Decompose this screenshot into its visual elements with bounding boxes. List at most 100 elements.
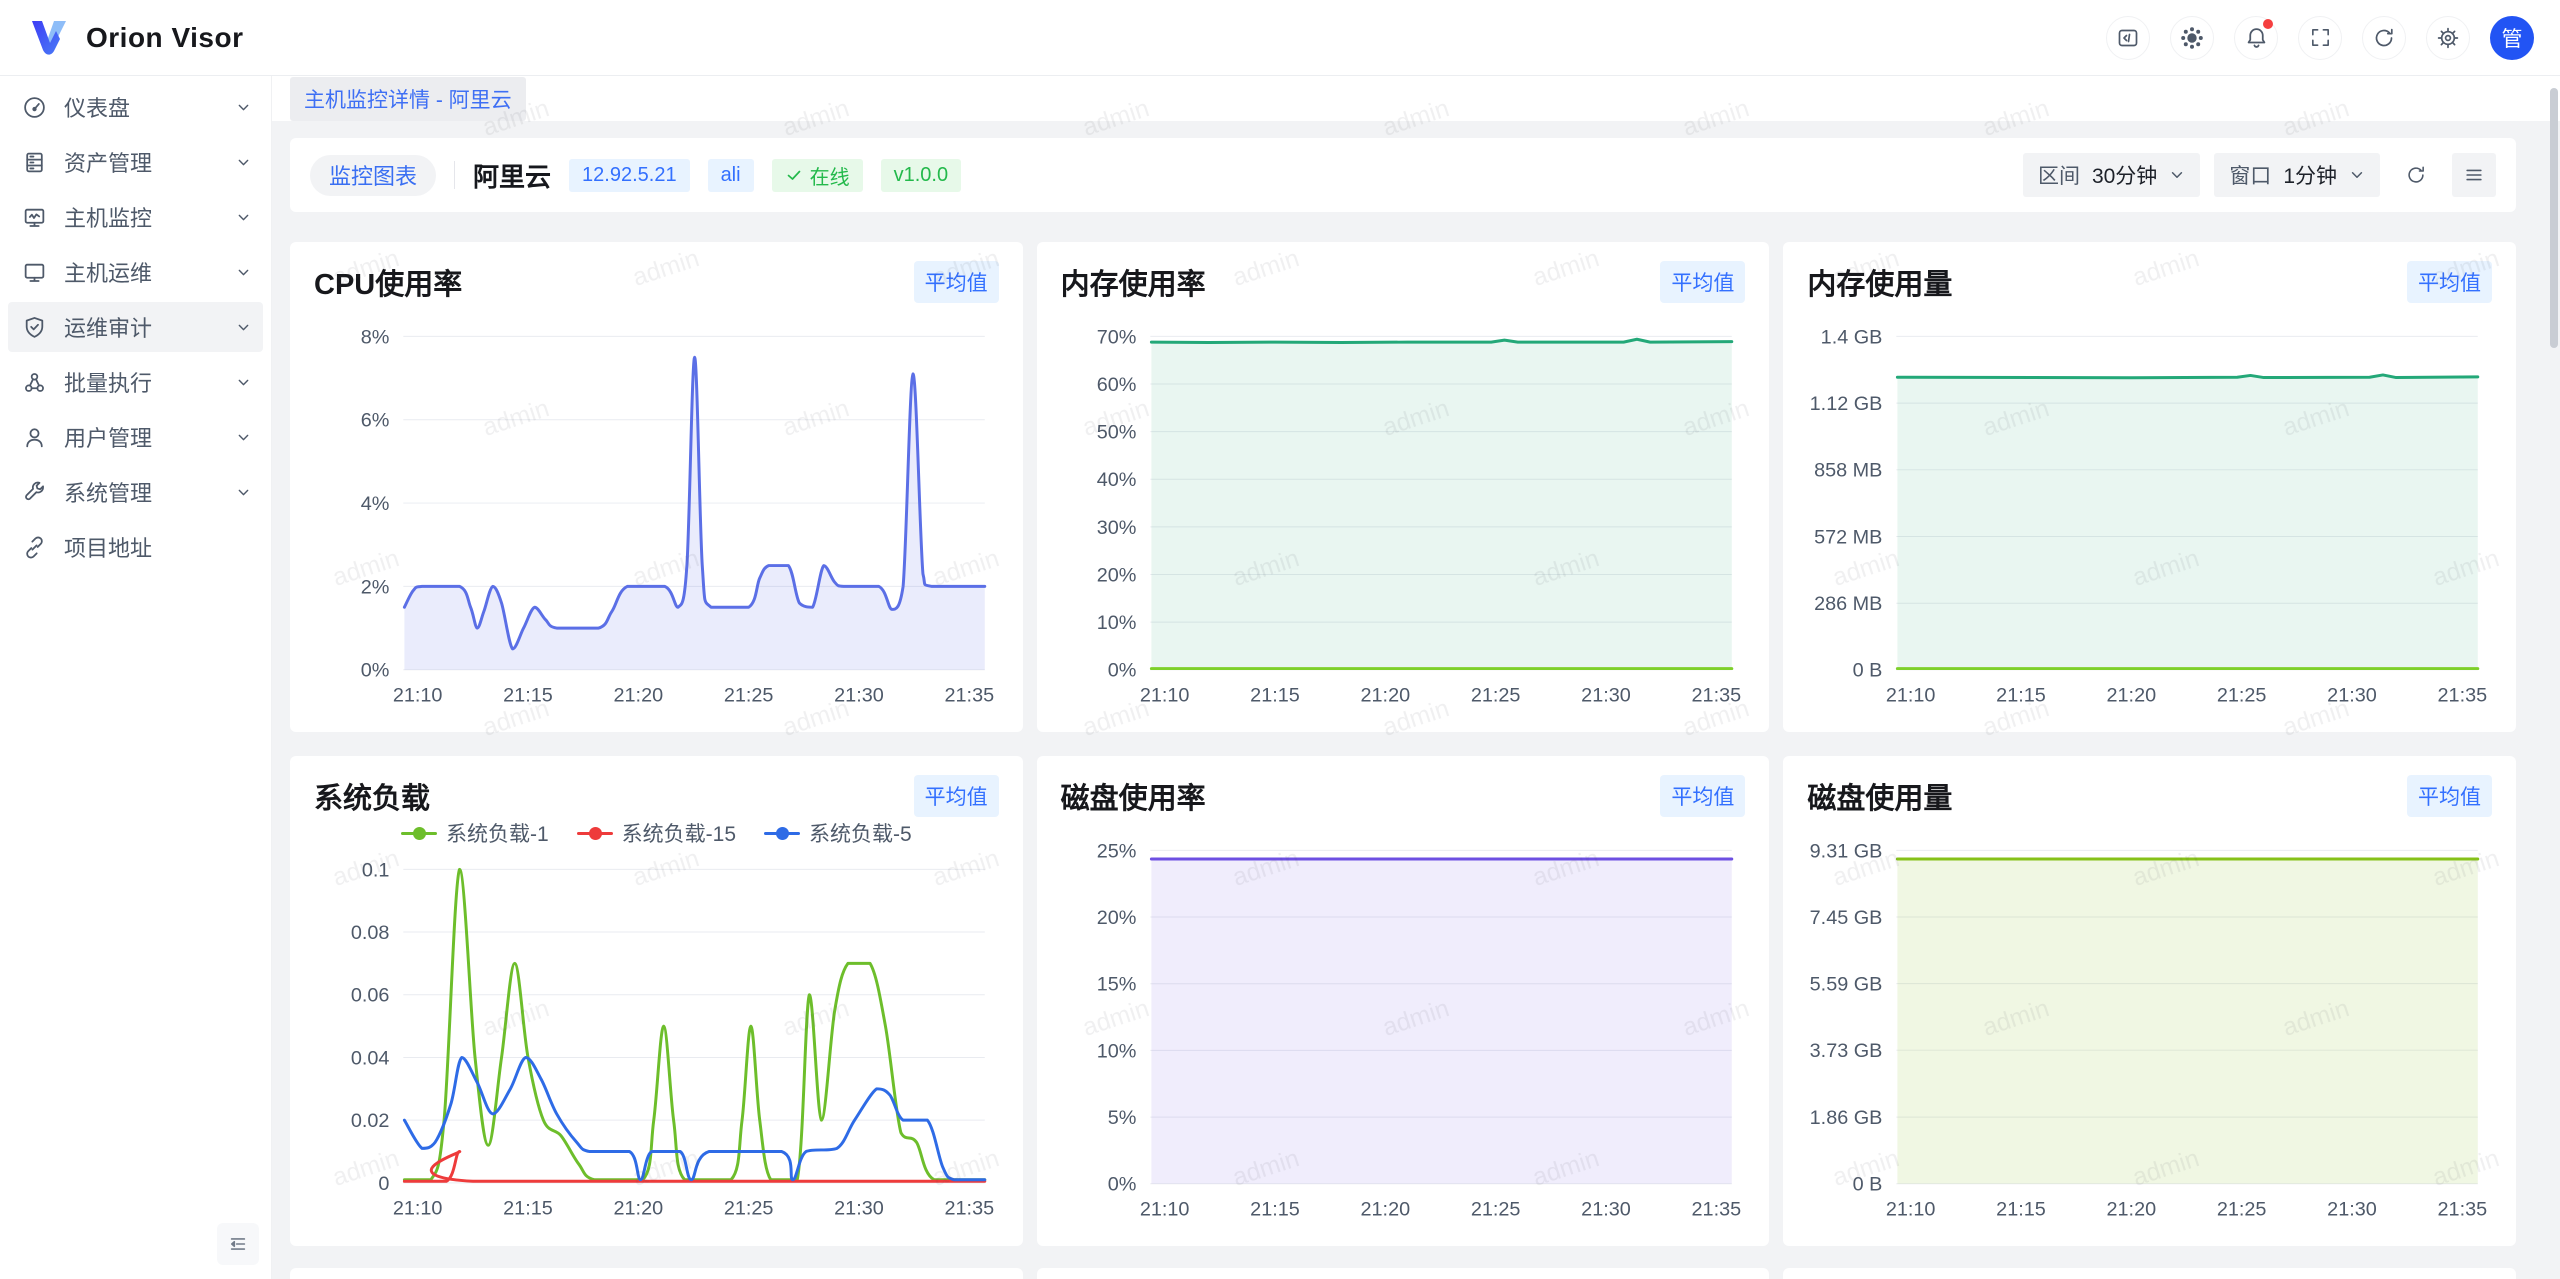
theme-toggle-button[interactable]: [2170, 15, 2214, 60]
svg-text:21:20: 21:20: [614, 685, 664, 707]
sidebar-item-host-monitor[interactable]: 主机监控: [8, 192, 263, 242]
chart-title: 磁盘使用量: [1807, 783, 1953, 815]
svg-text:8%: 8%: [361, 326, 390, 348]
chevron-down-icon: [238, 159, 249, 165]
svg-text:21:15: 21:15: [1997, 1199, 2047, 1221]
svg-text:21:35: 21:35: [2438, 1199, 2488, 1221]
brand[interactable]: Orion Visor: [30, 19, 243, 57]
legend-item[interactable]: 系统负载-5: [764, 818, 912, 848]
code-icon-button[interactable]: [2106, 15, 2150, 60]
chevron-down-icon: [2172, 172, 2183, 178]
host-monitor-icon: [22, 205, 47, 230]
legend-marker-icon: [400, 826, 437, 840]
svg-text:21:10: 21:10: [1139, 1199, 1189, 1221]
host-ops-monitor-icon: [22, 260, 47, 285]
tab-monitor-charts[interactable]: 监控图表: [310, 154, 437, 196]
refresh-icon: [2375, 28, 2393, 46]
charts-grid: CPU使用率 平均值 0% 2% 4% 6% 8% 21:10 21:15 21:20 21:25…: [290, 242, 2516, 1246]
link-icon: [22, 535, 47, 560]
header-actions: 管: [2106, 15, 2534, 60]
chevron-down-icon: [238, 104, 249, 110]
vertical-scrollbar-thumb[interactable]: [2550, 88, 2558, 348]
svg-text:21:15: 21:15: [503, 1198, 553, 1220]
sidebar-item-host-ops[interactable]: 主机运维: [8, 247, 263, 297]
svg-text:21:20: 21:20: [614, 1198, 664, 1220]
svg-text:0 B: 0 B: [1853, 1174, 1883, 1196]
host-name: 阿里云: [473, 161, 552, 192]
charts-refresh-button[interactable]: [2394, 153, 2438, 197]
chart-title: 磁盘使用率: [1060, 783, 1206, 815]
sidebar-item-system-mgmt[interactable]: 系统管理: [8, 467, 263, 517]
code-icon: [2118, 29, 2138, 46]
window-value: 1分钟: [2283, 165, 2337, 188]
breadcrumb[interactable]: 主机监控详情 - 阿里云: [290, 76, 526, 121]
refresh-button[interactable]: [2362, 15, 2406, 60]
svg-text:21:30: 21:30: [2328, 685, 2378, 707]
svg-text:1.12 GB: 1.12 GB: [1810, 393, 1883, 415]
sidebar-item-label: 系统管理: [64, 481, 153, 506]
svg-text:0.06: 0.06: [351, 985, 390, 1007]
sidebar-item-ops-audit[interactable]: 运维审计: [8, 302, 263, 352]
svg-text:21:15: 21:15: [1250, 685, 1300, 707]
sidebar-item-user-mgmt[interactable]: 用户管理: [8, 412, 263, 462]
svg-text:10%: 10%: [1096, 612, 1136, 634]
legend-item[interactable]: 系统负载-15: [576, 818, 736, 848]
main-area: 主机监控详情 - 阿里云 监控图表 阿里云 12.92.5.21 ali 在线 …: [272, 76, 2560, 1279]
sidebar-item-batch-exec[interactable]: 批量执行: [8, 357, 263, 407]
settings-button[interactable]: [2426, 15, 2470, 60]
svg-text:21:25: 21:25: [1471, 1199, 1521, 1221]
chevron-down-icon: [2351, 172, 2363, 178]
chart-layout-menu-button[interactable]: [2452, 153, 2496, 197]
svg-text:21:15: 21:15: [1250, 1199, 1300, 1221]
chart-card-system-load: 系统负载 平均值 系统负载-1 系统负载-15 系统负载-5 0 0.02 0.04 0.0…: [290, 756, 1023, 1246]
status-text: 在线: [809, 166, 850, 189]
sidebar-collapse-button[interactable]: [217, 1223, 259, 1265]
audit-shield-icon: [22, 315, 47, 340]
svg-text:40%: 40%: [1096, 469, 1136, 491]
svg-text:21:30: 21:30: [834, 685, 884, 707]
sidebar-item-label: 资产管理: [64, 151, 153, 176]
svg-text:21:35: 21:35: [945, 1198, 995, 1220]
svg-text:572 MB: 572 MB: [1814, 526, 1882, 548]
aggregation-tag: 平均值: [1660, 775, 1746, 817]
window-select[interactable]: 窗口 1分钟: [2214, 153, 2380, 197]
svg-text:1.4 GB: 1.4 GB: [1821, 326, 1883, 348]
notification-bell-icon: [2247, 28, 2265, 48]
chart-legend: 系统负载-1 系统负载-15 系统负载-5: [314, 818, 999, 848]
legend-item[interactable]: 系统负载-1: [400, 818, 549, 848]
svg-text:15%: 15%: [1096, 974, 1136, 996]
svg-text:20%: 20%: [1096, 564, 1136, 586]
chart-card-cpu-usage: CPU使用率 平均值 0% 2% 4% 6% 8% 21:10 21:15 21:20 21:25…: [290, 242, 1023, 732]
sidebar-item-dashboard[interactable]: 仪表盘: [8, 82, 263, 132]
legend-label: 系统负载-5: [809, 823, 912, 846]
notifications-button[interactable]: [2234, 15, 2278, 60]
fullscreen-button[interactable]: [2298, 15, 2342, 60]
chevron-down-icon: [238, 434, 249, 440]
sidebar-item-project-url[interactable]: 项目地址: [8, 522, 263, 572]
legend-marker-icon: [764, 826, 800, 840]
chevron-down-icon: [238, 214, 249, 220]
aggregation-tag: 平均值: [2407, 261, 2492, 303]
chart-card-stub: [1036, 1268, 1770, 1279]
interval-value: 30分钟: [2091, 165, 2158, 188]
asset-server-icon: [22, 150, 47, 175]
host-code-chip: ali: [707, 158, 754, 192]
theme-icon: [2181, 26, 2203, 49]
legend-label: 系统负载-15: [621, 823, 736, 846]
chart-title: CPU使用率: [314, 269, 463, 301]
svg-text:0 B: 0 B: [1853, 660, 1883, 682]
user-avatar[interactable]: 管: [2490, 15, 2534, 60]
svg-text:60%: 60%: [1096, 374, 1136, 396]
chart-plot: 0 B 1.86 GB 3.73 GB 5.59 GB 7.45 GB 9.31 GB 21…: [1807, 818, 2492, 1232]
svg-text:5%: 5%: [1107, 1107, 1136, 1129]
check-icon: [787, 170, 800, 180]
svg-text:6%: 6%: [361, 410, 390, 432]
host-toolbar: 监控图表 阿里云 12.92.5.21 ali 在线 v1.0.0 区间 30分…: [290, 138, 2516, 212]
chevron-down-icon: [238, 379, 249, 385]
chart-card-memory-usage-amount: 内存使用量 平均值 0 B 286 MB 572 MB 858 MB 1.12 GB 1.4…: [1783, 242, 2516, 732]
chevron-down-icon: [238, 324, 249, 330]
aggregation-tag: 平均值: [1660, 261, 1746, 303]
sidebar-item-assets[interactable]: 资产管理: [8, 137, 263, 187]
chart-title: 内存使用率: [1060, 269, 1206, 301]
interval-select[interactable]: 区间 30分钟: [2022, 153, 2201, 197]
